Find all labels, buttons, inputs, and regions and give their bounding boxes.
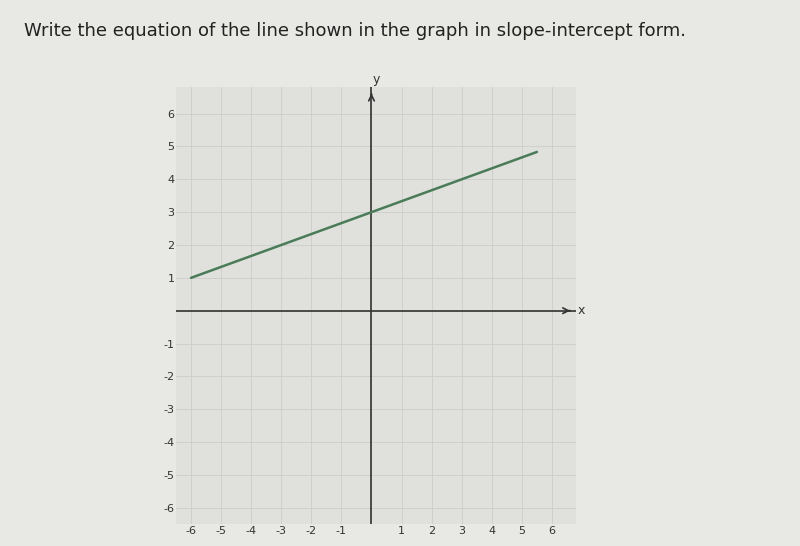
Text: Write the equation of the line shown in the graph in slope-intercept form.: Write the equation of the line shown in …: [24, 22, 686, 40]
Text: x: x: [578, 304, 585, 317]
Text: y: y: [372, 73, 380, 86]
